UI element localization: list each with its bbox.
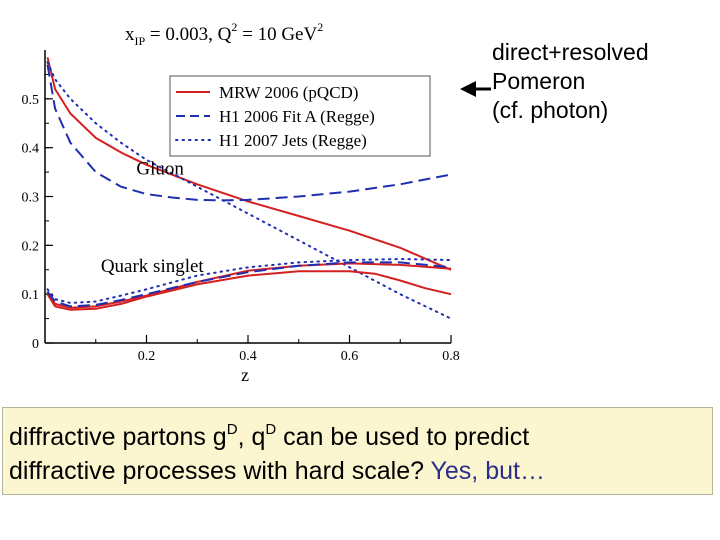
conclusion-line-1: diffractive partons gD, qD can be used t… bbox=[9, 420, 530, 451]
arrow-icon bbox=[460, 81, 491, 97]
y-tick-label: 0.5 bbox=[22, 93, 40, 108]
x-tick-label: 0.2 bbox=[138, 349, 156, 364]
legend-label: H1 2007 Jets (Regge) bbox=[219, 131, 367, 150]
chart-title: xIP = 0.003, Q2 = 10 GeV2 bbox=[125, 20, 323, 48]
accent-text: Yes, but… bbox=[430, 457, 545, 485]
x-axis: 0.2 0.4 0.6 0.8 bbox=[138, 335, 460, 364]
y-tick-label: 0 bbox=[32, 337, 39, 352]
y-tick-label: 0.3 bbox=[22, 191, 40, 206]
annotation-note: direct+resolved Pomeron (cf. photon) bbox=[492, 38, 712, 125]
y-axis: 0 0.1 0.2 0.3 0.4 0.5 bbox=[22, 93, 53, 352]
conclusion-box: diffractive partons gD, qD can be used t… bbox=[2, 407, 713, 495]
legend-box bbox=[169, 75, 431, 157]
curve-annotation: Quark singlet bbox=[101, 256, 205, 277]
legend-label: MRW 2006 (pQCD) bbox=[219, 83, 358, 102]
x-tick-label: 0.4 bbox=[239, 349, 257, 364]
series-line-quark-singlet-dashed bbox=[46, 261, 452, 308]
series-line-gluon-dotted bbox=[46, 61, 452, 320]
x-axis-label: z bbox=[241, 365, 249, 385]
annotations: Gluon Quark singlet bbox=[101, 159, 205, 278]
series-line-gluon-dashed bbox=[46, 64, 452, 202]
legend-label: H1 2006 Fit A (Regge) bbox=[219, 107, 375, 126]
curves bbox=[46, 57, 452, 320]
x-tick-label: 0.8 bbox=[442, 349, 460, 364]
x-tick-label: 0.6 bbox=[341, 349, 359, 364]
series-line-gluon-solid bbox=[46, 57, 452, 271]
note-line: (cf. photon) bbox=[492, 97, 609, 123]
series-line-quark-singlet-solid bbox=[46, 270, 452, 311]
y-tick-label: 0.1 bbox=[22, 288, 40, 303]
conclusion-text: diffractive partons gD, qD can be used t… bbox=[9, 420, 709, 488]
y-tick-label: 0.4 bbox=[22, 142, 40, 157]
series-line-quark-singlet-dotted bbox=[46, 258, 452, 304]
conclusion-line-2: diffractive processes with hard scale? Y… bbox=[9, 457, 545, 485]
legend: MRW 2006 (pQCD) H1 2006 Fit A (Regge) H1 2… bbox=[169, 75, 431, 157]
pdf-chart: 0 0.1 0.2 0.3 0.4 0.5 0.2 0.4 0.6 0.8 Gluon Quark… bbox=[22, 20, 491, 385]
note-line: Pomeron bbox=[492, 68, 586, 94]
curve-annotation: Gluon bbox=[136, 159, 184, 180]
y-tick-label: 0.2 bbox=[22, 239, 40, 254]
note-line: direct+resolved bbox=[492, 39, 649, 65]
